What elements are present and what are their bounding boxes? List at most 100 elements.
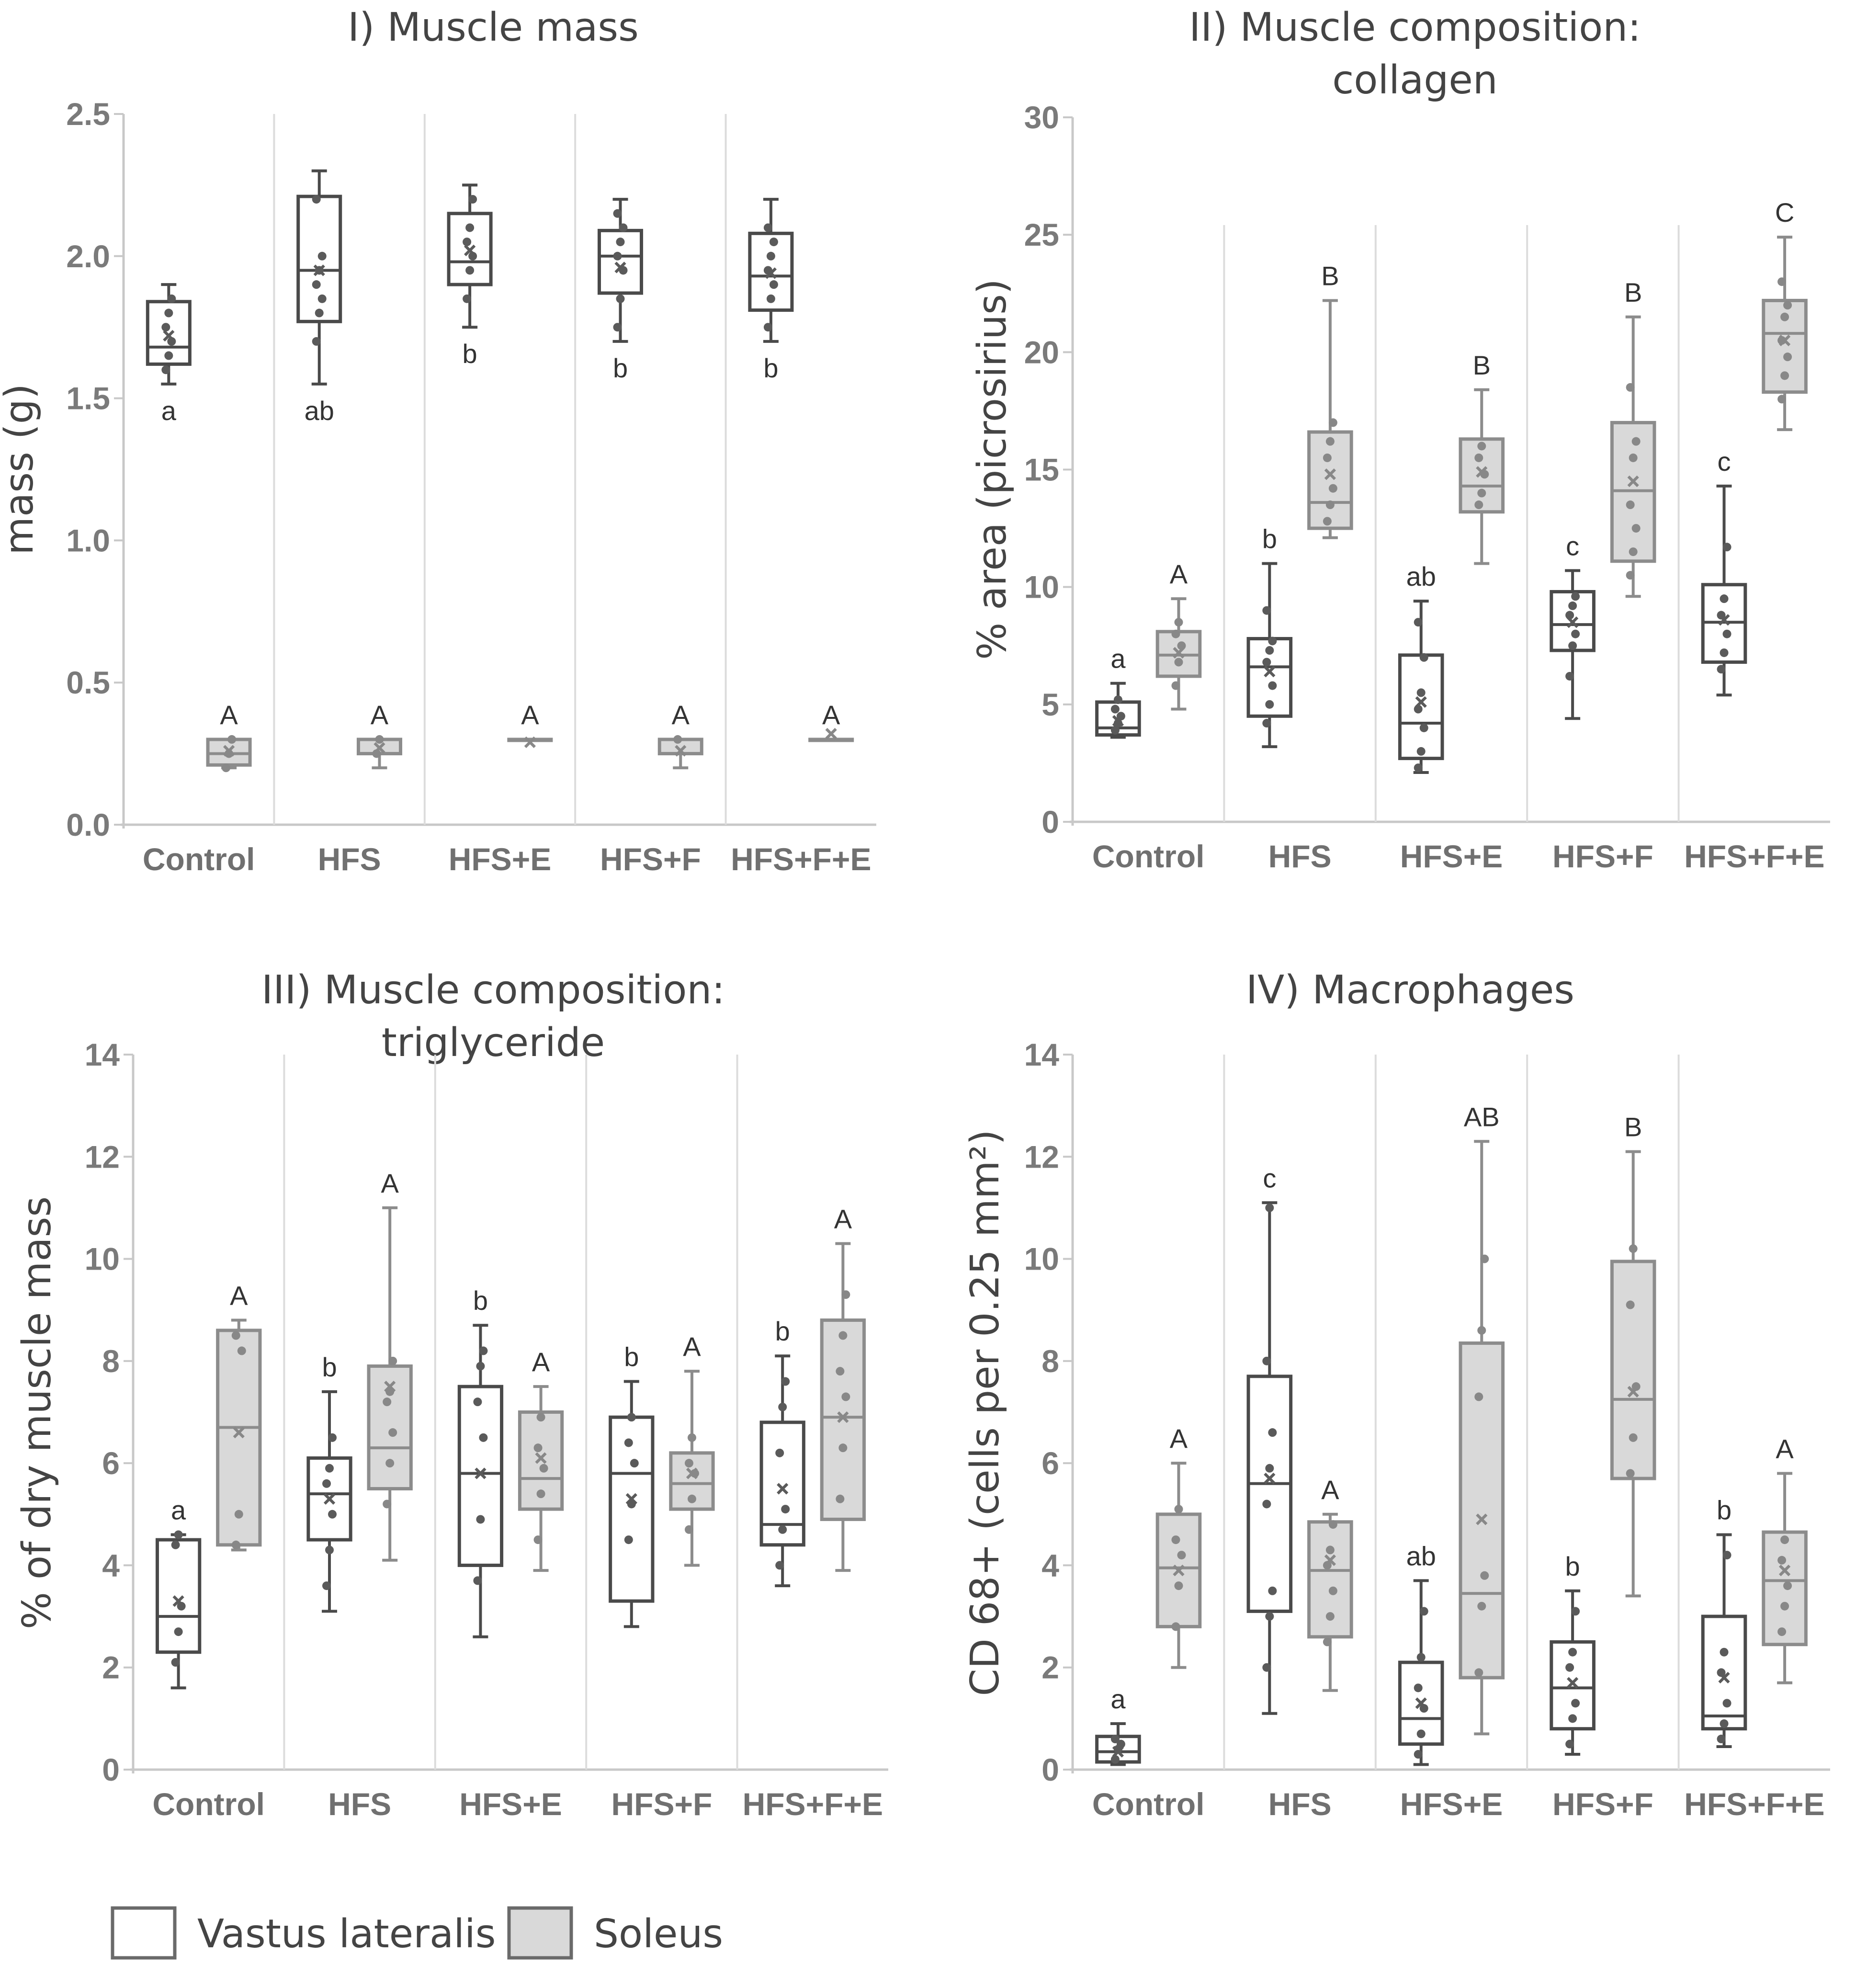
data-point — [231, 1331, 240, 1340]
data-point — [1323, 1561, 1332, 1570]
data-point — [167, 294, 176, 303]
legend: Vastus lateralis Soleus — [111, 1906, 723, 1960]
y-tick-label: 8 — [102, 1343, 120, 1379]
y-tick-label: 12 — [1024, 1139, 1059, 1174]
box-iqr — [820, 1318, 866, 1521]
data-point — [687, 1494, 696, 1503]
data-point — [536, 1489, 545, 1499]
data-point — [1777, 277, 1787, 286]
data-point — [1720, 648, 1729, 657]
mean-marker — [1112, 715, 1124, 727]
data-point — [1722, 1699, 1732, 1708]
data-point — [1629, 1244, 1638, 1253]
mean-marker — [675, 745, 687, 757]
data-point — [1262, 719, 1271, 728]
data-point — [1626, 1300, 1635, 1309]
data-point — [766, 294, 775, 303]
data-point — [385, 1459, 395, 1468]
data-point — [388, 1428, 397, 1437]
y-axis-label: % of dry muscle mass — [14, 1196, 60, 1629]
mean-marker — [163, 329, 175, 342]
data-point — [1328, 484, 1337, 493]
data-point — [1631, 1382, 1641, 1391]
y-axis-label: CD 68+ (cells per 0.25 mm²) — [962, 1130, 1008, 1696]
y-tick-label: 15 — [1024, 452, 1059, 488]
data-point — [1268, 1428, 1277, 1437]
significance-label: a — [1110, 644, 1126, 674]
box-plot-vastus: c — [1246, 1163, 1293, 1715]
box-plot-soleus: A — [657, 700, 703, 770]
mean-marker — [777, 1483, 789, 1495]
box-plot-vastus: b — [447, 183, 493, 369]
mean-marker — [1627, 1386, 1639, 1397]
data-point — [1113, 695, 1122, 704]
data-point — [164, 351, 173, 360]
box-plot-soleus: A — [820, 1204, 866, 1572]
data-point — [766, 251, 775, 261]
data-point — [1474, 500, 1483, 510]
data-point — [1416, 1653, 1426, 1662]
mean-marker — [1264, 1473, 1276, 1485]
significance-label: B — [1624, 1112, 1642, 1142]
data-point — [613, 251, 622, 261]
mean-marker — [686, 1467, 698, 1479]
data-point — [388, 1356, 397, 1365]
y-tick-label: 4 — [102, 1547, 120, 1583]
data-point — [227, 735, 237, 744]
significance-label: A — [220, 700, 238, 730]
data-point — [1325, 1612, 1335, 1621]
significance-label: A — [1170, 559, 1188, 589]
significance-label: b — [1565, 1551, 1580, 1581]
mean-marker — [1173, 647, 1185, 659]
data-point — [1110, 726, 1120, 735]
significance-label: a — [171, 1495, 186, 1525]
data-point — [838, 1331, 848, 1340]
data-point — [841, 1290, 850, 1299]
data-point — [684, 1525, 693, 1534]
data-point — [1571, 592, 1580, 601]
data-point — [1777, 1627, 1787, 1636]
y-tick-label: 8 — [1041, 1343, 1059, 1379]
mean-marker — [1566, 616, 1579, 628]
data-point — [463, 294, 472, 303]
significance-label: A — [672, 700, 690, 730]
box-plot-vastus: b — [598, 198, 644, 383]
data-point — [1262, 658, 1271, 667]
panel-triglyceride: III) Muscle composition: triglyceride % of… — [14, 967, 888, 1822]
mean-marker — [313, 264, 325, 276]
mean-marker — [837, 1411, 849, 1423]
significance-label: b — [763, 353, 778, 383]
data-point — [1631, 437, 1641, 446]
panel-macrophages: IV) Macrophages CD 68+ (cells per 0.25 mm… — [962, 967, 1830, 1822]
data-point — [1629, 547, 1638, 557]
data-point — [164, 308, 173, 318]
mean-marker — [1627, 475, 1639, 488]
significance-label: C — [1775, 197, 1794, 227]
mean-marker — [1324, 1554, 1336, 1566]
chart-title: I) Muscle mass — [348, 5, 639, 50]
mean-marker — [1173, 1564, 1185, 1577]
significance-label: A — [381, 1168, 399, 1198]
data-point — [312, 280, 321, 289]
chart-title: II) Muscle composition: — [1189, 5, 1641, 50]
data-point — [1268, 636, 1277, 646]
data-point — [1474, 453, 1483, 462]
box-plot-vastus: a — [1095, 644, 1141, 739]
significance-label: b — [624, 1342, 639, 1372]
legend-swatch-vastus — [111, 1906, 177, 1960]
data-point — [1177, 641, 1186, 650]
data-point — [1571, 1607, 1580, 1616]
data-point — [468, 195, 477, 204]
data-point — [624, 1535, 633, 1545]
data-point — [1780, 312, 1789, 321]
data-point — [1717, 665, 1726, 674]
data-point — [1171, 1622, 1180, 1631]
data-point — [781, 1505, 790, 1514]
data-point — [1626, 500, 1635, 510]
box-plot-soleus: A — [367, 1168, 413, 1562]
x-tick-label: HFS+F — [611, 1786, 712, 1822]
data-point — [1171, 1535, 1180, 1545]
data-point — [322, 1479, 331, 1488]
data-point — [222, 763, 231, 772]
